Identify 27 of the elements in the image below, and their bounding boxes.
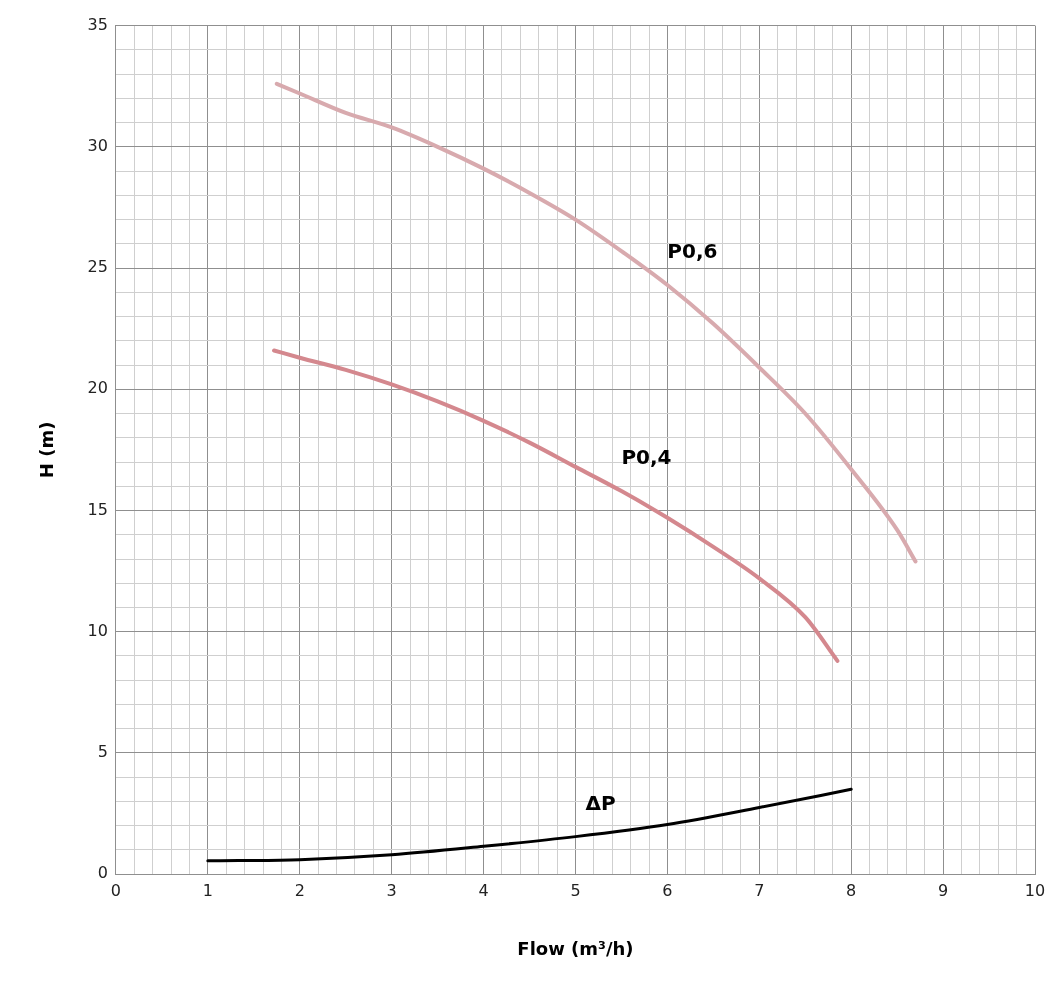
series-label: P0,4 [621, 445, 672, 470]
x-axis-title: Flow (m³/h) [517, 937, 634, 959]
x-tick-label: 10 [1024, 880, 1046, 900]
x-tick-label: 1 [202, 880, 213, 900]
line-series [274, 81, 918, 564]
x-tick-label: 2 [294, 880, 305, 900]
y-tick-label: 25 [87, 257, 108, 277]
x-tick-label: 8 [846, 880, 857, 900]
y-tick-label: 20 [87, 378, 108, 398]
series-label: ΔP [585, 790, 616, 815]
y-tick-label: 35 [87, 14, 108, 34]
x-tick-label: 3 [386, 880, 397, 900]
y-tick-label: 0 [97, 863, 108, 883]
line-series [206, 787, 853, 863]
x-tick-label: 5 [570, 880, 581, 900]
line-series [272, 348, 840, 663]
y-tick-label: 30 [87, 135, 108, 155]
series-label: P0,6 [667, 239, 718, 264]
y-axis-title: H (m) [36, 421, 58, 479]
y-tick-label: 10 [87, 620, 108, 640]
y-tick-label: 5 [97, 742, 108, 762]
x-tick-label: 7 [754, 880, 765, 900]
x-tick-label: 4 [478, 880, 489, 900]
x-tick-label: 9 [938, 880, 949, 900]
y-tick-label: 15 [87, 499, 108, 519]
x-tick-label: 0 [110, 880, 122, 900]
x-tick-label: 6 [662, 880, 673, 900]
